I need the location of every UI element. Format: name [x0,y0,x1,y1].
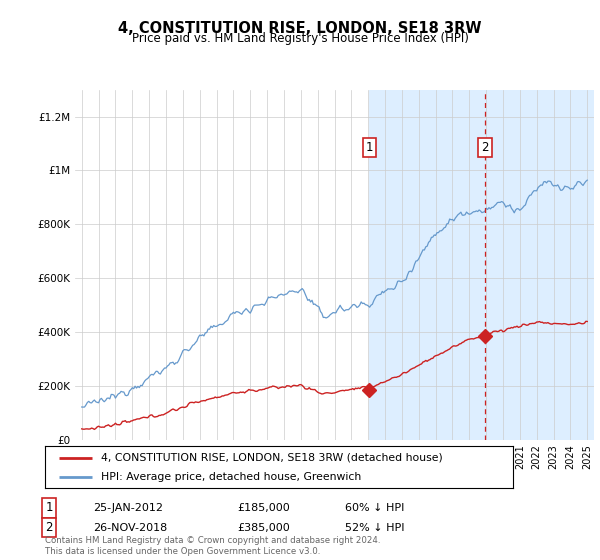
Text: Contains HM Land Registry data © Crown copyright and database right 2024.
This d: Contains HM Land Registry data © Crown c… [45,536,380,556]
Text: 52% ↓ HPI: 52% ↓ HPI [345,522,404,533]
Text: 1: 1 [46,501,53,515]
Text: 1: 1 [365,141,373,154]
Text: £185,000: £185,000 [237,503,290,513]
Text: £385,000: £385,000 [237,522,290,533]
Text: 25-JAN-2012: 25-JAN-2012 [93,503,163,513]
Text: 2: 2 [46,521,53,534]
Text: HPI: Average price, detached house, Greenwich: HPI: Average price, detached house, Gree… [101,472,361,482]
Text: 4, CONSTITUTION RISE, LONDON, SE18 3RW (detached house): 4, CONSTITUTION RISE, LONDON, SE18 3RW (… [101,452,443,463]
Text: 2: 2 [481,141,488,154]
Bar [370,90,596,440]
Text: 60% ↓ HPI: 60% ↓ HPI [345,503,404,513]
Text: 26-NOV-2018: 26-NOV-2018 [93,522,167,533]
Text: 4, CONSTITUTION RISE, LONDON, SE18 3RW: 4, CONSTITUTION RISE, LONDON, SE18 3RW [118,21,482,36]
Text: Price paid vs. HM Land Registry's House Price Index (HPI): Price paid vs. HM Land Registry's House … [131,32,469,45]
